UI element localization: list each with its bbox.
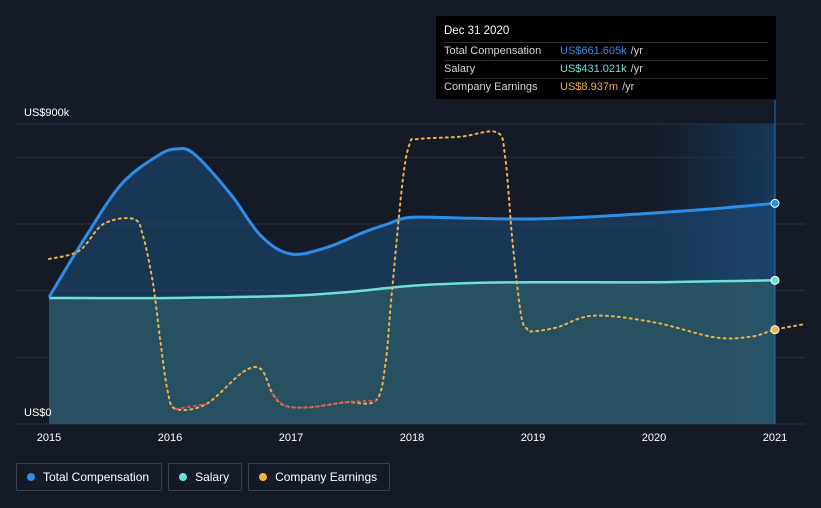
x-axis-ticks: 2015 2016 2017 2018 2019 2020 2021 [37, 432, 787, 444]
tooltip-row-value: US$8.937m [560, 81, 619, 93]
x-tick-label: 2020 [642, 432, 666, 444]
legend-item-total-compensation[interactable]: Total Compensation [16, 463, 163, 491]
y-axis-bottom-label: US$0 [24, 407, 52, 419]
x-tick-label: 2019 [521, 432, 545, 444]
end-dots [770, 198, 780, 335]
tooltip-date: Dec 31 2020 [444, 22, 768, 43]
x-tick-label: 2016 [158, 432, 182, 444]
tooltip-row-salary: Salary US$431.021k /yr [444, 61, 768, 79]
company-earnings-dip-line [271, 393, 377, 409]
legend-item-company-earnings[interactable]: Company Earnings [248, 463, 391, 491]
x-tick-label: 2018 [400, 432, 424, 444]
tooltip-row-name: Salary [444, 63, 476, 75]
tooltip-row-unit: /yr [630, 45, 643, 57]
legend: Total Compensation Salary Company Earnin… [16, 463, 391, 491]
salary-line [48, 279, 776, 300]
series-lines [47, 130, 807, 412]
legend-label: Company Earnings [275, 470, 378, 484]
total-compensation-end-dot [770, 198, 780, 208]
legend-dot-icon [179, 473, 188, 481]
total-compensation-line [47, 146, 776, 299]
tooltip-row-unit: /yr [622, 81, 635, 93]
legend-label: Salary [195, 470, 230, 484]
legend-item-salary[interactable]: Salary [168, 463, 243, 491]
x-tick-label: 2017 [279, 432, 303, 444]
salary-area [49, 280, 775, 424]
x-tick-label: 2015 [37, 432, 61, 444]
legend-dot-icon [27, 473, 35, 481]
y-axis-top-label: US$900k [24, 107, 70, 119]
tooltip-row-value: US$431.021k [560, 63, 627, 75]
tooltip: Dec 31 2020 Total Compensation US$661.60… [436, 16, 776, 99]
tooltip-row-name: Company Earnings [444, 81, 538, 93]
company-earnings-end-dot [770, 325, 780, 335]
tooltip-row-unit: /yr [630, 63, 643, 75]
legend-dot-icon [259, 473, 268, 481]
tooltip-row-value: US$661.605k [560, 45, 627, 57]
tooltip-row-total: Total Compensation US$661.605k /yr [444, 43, 768, 61]
tooltip-row-earnings: Company Earnings US$8.937m /yr [444, 79, 768, 96]
tooltip-row-name: Total Compensation [444, 45, 542, 57]
salary-end-dot [770, 275, 780, 285]
legend-label: Total Compensation [43, 470, 150, 484]
company-earnings-line [48, 130, 807, 412]
company-earnings-dip-line [175, 403, 208, 410]
x-tick-label: 2021 [763, 432, 787, 444]
